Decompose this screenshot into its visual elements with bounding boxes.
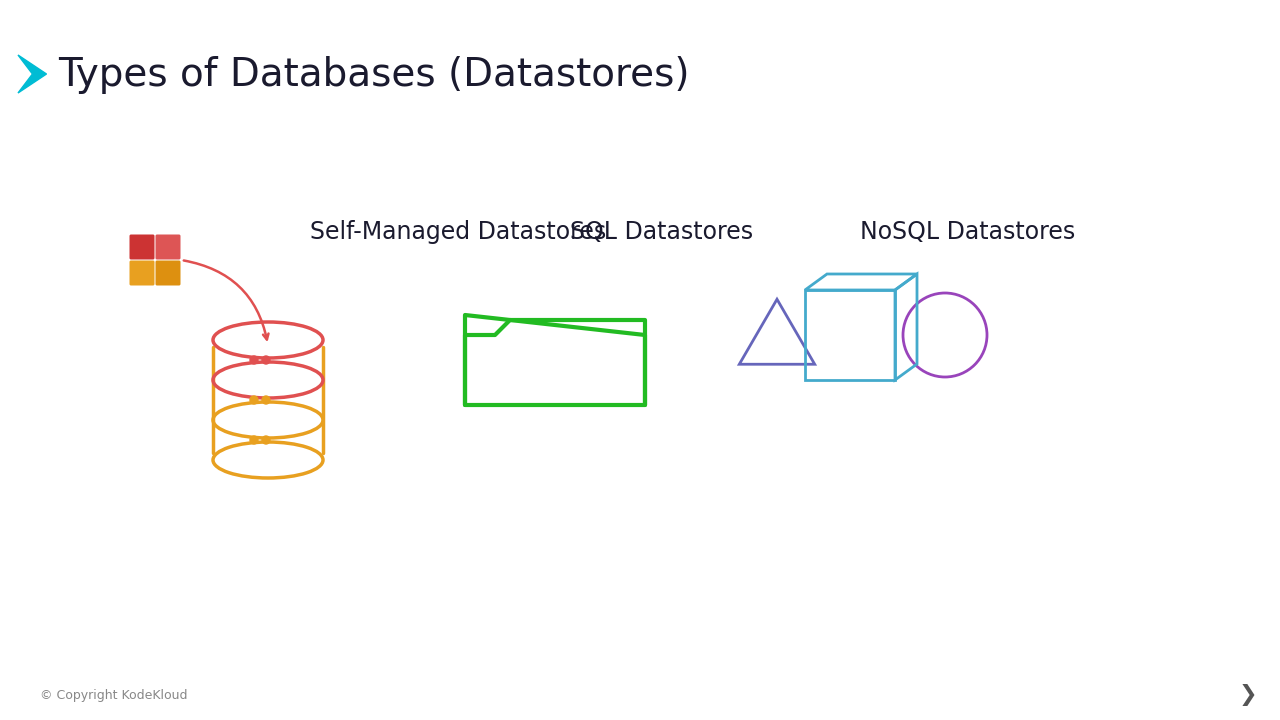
Circle shape xyxy=(262,436,270,444)
Circle shape xyxy=(262,356,270,364)
Circle shape xyxy=(262,396,270,404)
Text: NoSQL Datastores: NoSQL Datastores xyxy=(860,220,1075,244)
Circle shape xyxy=(250,356,259,364)
FancyBboxPatch shape xyxy=(155,235,180,259)
FancyBboxPatch shape xyxy=(129,235,155,259)
Text: © Copyright KodeKloud: © Copyright KodeKloud xyxy=(40,688,187,701)
Polygon shape xyxy=(18,55,46,93)
FancyBboxPatch shape xyxy=(155,261,180,286)
Text: Types of Databases (Datastores): Types of Databases (Datastores) xyxy=(58,56,690,94)
Circle shape xyxy=(250,436,259,444)
Text: Self-Managed Datastores: Self-Managed Datastores xyxy=(310,220,607,244)
Circle shape xyxy=(250,396,259,404)
FancyBboxPatch shape xyxy=(129,261,155,286)
Text: SQL Datastores: SQL Datastores xyxy=(570,220,753,244)
Text: ❯: ❯ xyxy=(1239,684,1257,706)
